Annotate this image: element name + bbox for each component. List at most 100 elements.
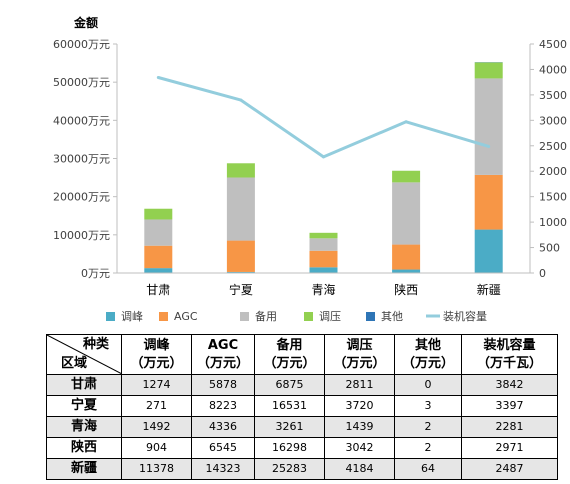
header-label: 调峰: [143, 337, 170, 353]
table-cell: 8223: [191, 395, 255, 417]
left-tick-label: 0万元: [81, 267, 110, 280]
header-capacity: 装机容量 （万千瓦）: [461, 334, 558, 375]
table-cell: 271: [121, 395, 192, 417]
right-tick-label: 2500: [539, 140, 567, 153]
table-cell: 2281: [461, 416, 558, 438]
capacity-point: [156, 75, 160, 79]
table-cell: 4336: [191, 416, 255, 438]
capacity-point: [322, 155, 325, 159]
table-row: 甘肃 1274 5878 6875 2811 0 3842: [46, 374, 558, 396]
header-beiyong: 备用 （万元）: [254, 334, 325, 375]
left-tick-label: 10000万元: [53, 229, 110, 242]
bar-segment: [392, 244, 421, 270]
table-cell: 16298: [254, 437, 325, 459]
legend-swatch: [304, 312, 313, 321]
table-cell: 3397: [461, 395, 558, 417]
bar-series-group: [144, 62, 503, 273]
corner-diagonal: [47, 335, 121, 374]
table-row: 陕西 904 6545 16298 3042 2 2971: [46, 437, 558, 459]
table-cell: 0: [394, 374, 462, 396]
table-cell: 4184: [324, 458, 395, 480]
table-cell: 25283: [254, 458, 325, 480]
header-label: 备用: [276, 337, 303, 353]
table-cell: 2811: [324, 374, 395, 396]
table-row: 新疆 11378 14323 25283 4184 64 2487: [46, 458, 558, 480]
table-cell: 3: [394, 395, 462, 417]
line-series-group: [156, 75, 491, 159]
legend-swatch: [240, 312, 249, 321]
bar-segment: [226, 177, 255, 241]
table-cell: 14323: [191, 458, 255, 480]
table-cell: 3261: [254, 416, 325, 438]
table-cell: 16531: [254, 395, 325, 417]
table-row: 宁夏 271 8223 16531 3720 3 3397: [46, 395, 558, 417]
capacity-line: [157, 76, 490, 159]
bar-segment: [144, 208, 173, 220]
corner-top-label: 种类: [82, 337, 109, 352]
bar-segment: [309, 232, 338, 239]
bar-segment: [474, 62, 503, 79]
capacity-point: [404, 120, 408, 124]
table-cell: 6545: [191, 437, 255, 459]
table-cell: 2487: [461, 458, 558, 480]
bar-segment: [392, 182, 421, 245]
table-cell: 3042: [324, 437, 395, 459]
table-cell: 1439: [324, 416, 395, 438]
right-tick-label: 4500: [539, 38, 567, 51]
header-label: AGC: [207, 337, 239, 353]
header-label: 调压: [346, 337, 373, 353]
table-cell: 2: [394, 437, 462, 459]
table-cell: 6875: [254, 374, 325, 396]
bar-segment: [392, 170, 421, 183]
right-tick-label: 2000: [539, 165, 567, 178]
header-unit: （万元）: [130, 355, 183, 371]
bar-segment: [226, 163, 255, 178]
x-category-label: 宁夏: [229, 282, 253, 297]
legend-label: 调峰: [121, 310, 143, 323]
left-tick-label: 20000万元: [53, 191, 110, 204]
header-unit: （万元）: [263, 355, 316, 371]
left-axis: 0万元 10000万元 20000万元 30000万元 40000万元 50000万元 60…: [53, 38, 118, 280]
table-cell: 2: [394, 416, 462, 438]
table-cell: 11378: [121, 458, 192, 480]
left-tick-label: 40000万元: [53, 114, 110, 127]
row-region: 宁夏: [46, 395, 122, 417]
right-tick-label: 3000: [539, 114, 567, 127]
table-header-row: 种类 区域 调峰 （万元） AGC （万元） 备用 （万元） 调压 （万元） 其他 （万元…: [46, 334, 558, 375]
bar-segment: [144, 245, 173, 269]
table-cell: 5878: [191, 374, 255, 396]
bar-segment: [144, 268, 173, 273]
table-row: 青海 1492 4336 3261 1439 2 2281: [46, 416, 558, 438]
table-cell: 3842: [461, 374, 558, 396]
x-category-label: 新疆: [477, 282, 501, 297]
bar-segment: [392, 269, 421, 273]
legend-swatch: [366, 312, 375, 321]
bar-segment: [226, 240, 255, 272]
legend-swatch: [159, 312, 168, 321]
right-tick-label: 4000: [539, 63, 567, 76]
bar-segment: [226, 271, 255, 273]
table-cell: 1274: [121, 374, 192, 396]
legend-label: AGC: [174, 310, 198, 323]
header-qita: 其他 （万元）: [394, 334, 462, 375]
x-category-label: 陕西: [394, 282, 418, 297]
left-tick-label: 30000万元: [53, 153, 110, 166]
legend-label: 其他: [381, 310, 403, 323]
x-axis: 甘肃 宁夏 青海 陕西 新疆: [117, 272, 530, 297]
y-axis-title: 金额: [73, 15, 98, 30]
row-region: 甘肃: [46, 374, 122, 396]
header-label: 其他: [414, 337, 441, 353]
header-unit: （万元）: [196, 355, 249, 371]
row-region: 新疆: [46, 458, 122, 480]
chart: 金额 0万元10000万元20000万元30000万元40000万元50000万…: [53, 15, 567, 323]
left-tick-label: 60000万元: [53, 38, 110, 51]
table-cell: 904: [121, 437, 192, 459]
bar-segment: [474, 229, 503, 273]
row-region: 陕西: [46, 437, 122, 459]
bar-segment: [144, 219, 173, 246]
data-table: 种类 区域 调峰 （万元） AGC （万元） 备用 （万元） 调压 （万元） 其他 （万元…: [46, 334, 558, 480]
right-tick-label: 0: [539, 267, 546, 280]
legend-swatch: [106, 312, 115, 321]
header-label: 装机容量: [483, 337, 536, 353]
header-tiaoya: 调压 （万元）: [324, 334, 395, 375]
